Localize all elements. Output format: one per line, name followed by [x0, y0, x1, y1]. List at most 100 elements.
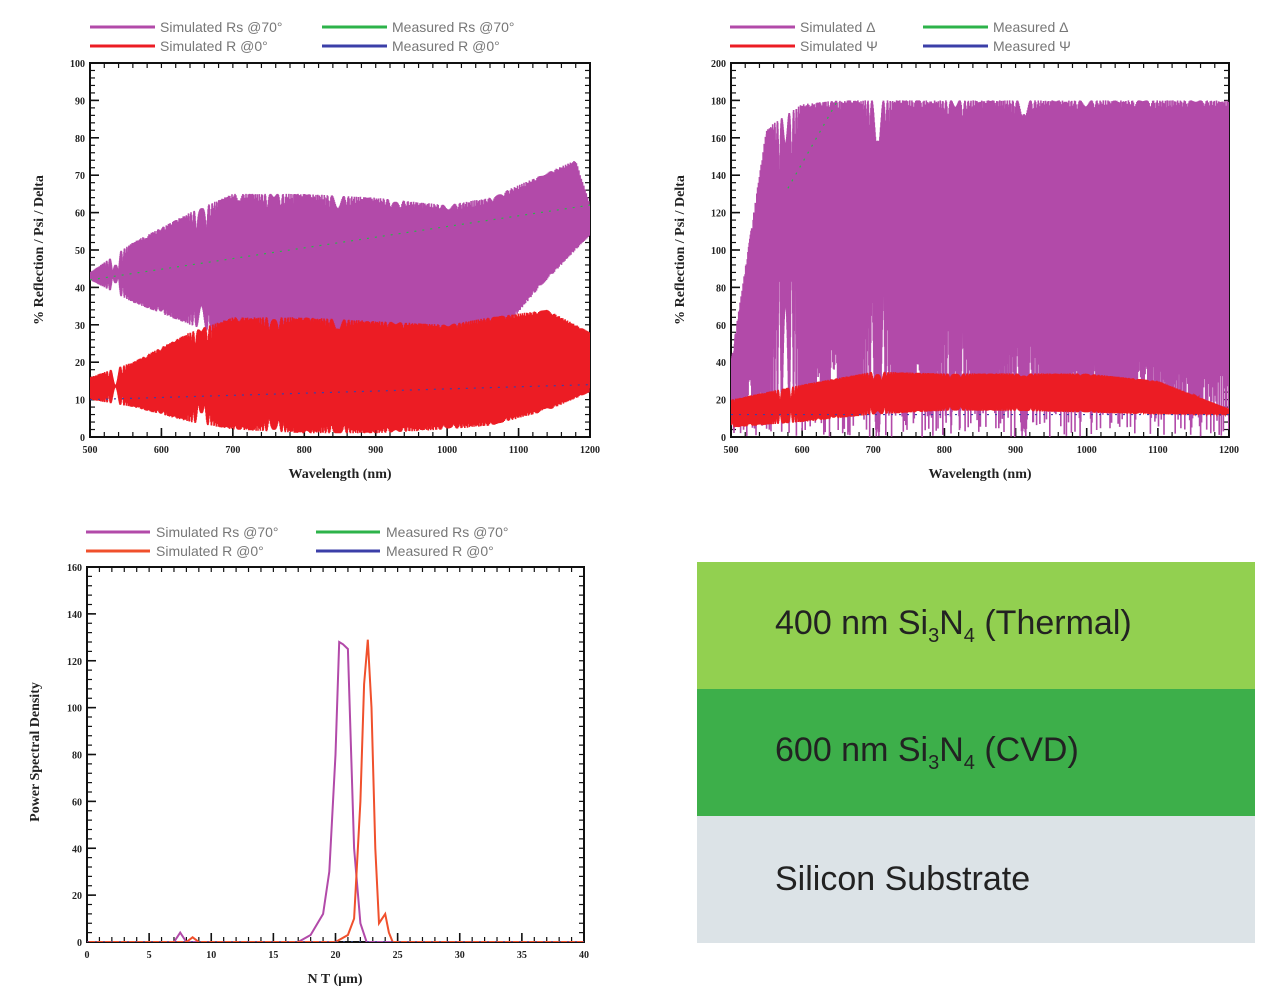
y-axis-title: Power Spectral Density	[28, 682, 43, 822]
y-tick-label: 100	[67, 704, 82, 715]
series-line	[731, 371, 1229, 428]
y-tick-label: 0	[80, 433, 85, 444]
chart-ellipsometry: Simulated Δ Measured Δ Simulated Ψ Measu…	[673, 19, 1239, 482]
x-tick-label: 500	[83, 445, 98, 456]
x-axis-title: N T (µm)	[308, 972, 363, 987]
x-tick-label: 1200	[1219, 445, 1239, 456]
y-tick-label: 30	[75, 321, 85, 332]
x-tick-label: 15	[268, 950, 278, 961]
x-tick-label: 800	[297, 445, 312, 456]
layer-silicon-substrate: Silicon Substrate	[697, 816, 1255, 943]
y-tick-label: 70	[75, 171, 85, 182]
x-tick-label: 1100	[1148, 445, 1167, 456]
film-stack-diagram: 400 nm Si3N4 (Thermal) 600 nm Si3N4 (CVD…	[697, 562, 1255, 943]
x-tick-label: 30	[455, 950, 465, 961]
series-line	[87, 640, 584, 942]
y-axis-title: % Reflection / Psi / Delta	[32, 175, 47, 325]
chart-legend: Simulated Rs @70° Measured Rs @70° Simul…	[86, 524, 509, 559]
y-tick-label: 160	[67, 563, 82, 574]
y-tick-label: 100	[70, 59, 85, 70]
x-tick-label: 10	[206, 950, 216, 961]
y-tick-label: 40	[72, 844, 82, 855]
y-tick-label: 120	[67, 657, 82, 668]
legend-label: Simulated Δ	[800, 19, 876, 35]
legend-label: Measured Ψ	[993, 38, 1071, 54]
chart-legend: Simulated Rs @70° Measured Rs @70° Simul…	[90, 19, 515, 54]
legend-label: Measured Rs @70°	[386, 524, 509, 540]
y-tick-label: 200	[711, 59, 726, 70]
y-tick-label: 20	[716, 396, 726, 407]
series-line	[787, 100, 839, 189]
legend-label: Measured Rs @70°	[392, 19, 515, 35]
x-tick-label: 35	[517, 950, 527, 961]
series-line	[90, 160, 590, 355]
y-tick-label: 0	[77, 938, 82, 949]
series-group	[90, 160, 590, 434]
x-tick-label: 1000	[1077, 445, 1097, 456]
chart-psd: Simulated Rs @70° Measured Rs @70° Simul…	[28, 524, 589, 987]
layer-label: 400 nm Si3N4 (Thermal)	[775, 603, 1132, 647]
legend-label: Measured R @0°	[392, 38, 500, 54]
x-tick-label: 900	[368, 445, 383, 456]
layer-label: Silicon Substrate	[775, 860, 1031, 898]
legend-label: Simulated R @0°	[156, 543, 264, 559]
series-line	[731, 100, 1229, 437]
x-tick-label: 900	[1008, 445, 1023, 456]
y-tick-label: 160	[711, 134, 726, 145]
x-tick-label: 1100	[509, 445, 528, 456]
y-tick-label: 80	[716, 283, 726, 294]
layer-label: 600 nm Si3N4 (CVD)	[775, 730, 1079, 774]
y-tick-label: 40	[75, 283, 85, 294]
legend-label: Simulated Ψ	[800, 38, 878, 54]
series-group	[87, 639, 584, 942]
legend-label: Simulated Rs @70°	[156, 524, 279, 540]
legend-label: Measured R @0°	[386, 543, 494, 559]
y-tick-label: 90	[75, 96, 85, 107]
y-axis-title: % Reflection / Psi / Delta	[673, 175, 688, 325]
x-tick-label: 5	[147, 950, 152, 961]
x-axis-title: Wavelength (nm)	[288, 467, 391, 482]
x-tick-label: 40	[579, 950, 589, 961]
x-tick-label: 1000	[437, 445, 457, 456]
x-tick-label: 1200	[580, 445, 600, 456]
y-tick-label: 120	[711, 209, 726, 220]
x-tick-label: 600	[154, 445, 169, 456]
legend-label: Measured Δ	[993, 19, 1069, 35]
y-tick-label: 50	[75, 246, 85, 257]
y-tick-label: 20	[72, 891, 82, 902]
layer-cvd-nitride: 600 nm Si3N4 (CVD)	[697, 689, 1255, 816]
y-tick-label: 60	[75, 209, 85, 220]
plot-area: 0 5 10 15 20 25 30 35 40 0 20 40 60 80 100 120 140 160	[67, 563, 589, 961]
y-tick-label: 20	[75, 358, 85, 369]
chart-reflection: Simulated Rs @70° Measured Rs @70° Simul…	[32, 19, 600, 482]
series-line	[90, 384, 590, 401]
series-line	[87, 639, 584, 942]
y-tick-label: 60	[72, 797, 82, 808]
y-tick-label: 60	[716, 321, 726, 332]
x-tick-label: 700	[866, 445, 881, 456]
legend-label: Simulated Rs @70°	[160, 19, 283, 35]
series-line	[90, 309, 590, 434]
layer-thermal-nitride: 400 nm Si3N4 (Thermal)	[697, 562, 1255, 689]
x-tick-label: 25	[393, 950, 403, 961]
y-tick-label: 80	[75, 134, 85, 145]
x-tick-label: 800	[937, 445, 952, 456]
y-tick-label: 140	[711, 171, 726, 182]
x-axis-title: Wavelength (nm)	[928, 467, 1031, 482]
legend-label: Simulated R @0°	[160, 38, 268, 54]
y-tick-label: 100	[711, 246, 726, 257]
y-tick-label: 10	[75, 396, 85, 407]
x-tick-label: 20	[331, 950, 341, 961]
y-tick-label: 80	[72, 751, 82, 762]
chart-legend: Simulated Δ Measured Δ Simulated Ψ Measu…	[730, 19, 1071, 54]
x-tick-label: 600	[795, 445, 810, 456]
y-tick-label: 0	[721, 433, 726, 444]
series-group	[731, 100, 1229, 437]
x-tick-label: 500	[724, 445, 739, 456]
y-tick-label: 180	[711, 96, 726, 107]
y-tick-label: 40	[716, 358, 726, 369]
y-tick-label: 140	[67, 610, 82, 621]
x-tick-label: 0	[85, 950, 90, 961]
x-tick-label: 700	[225, 445, 240, 456]
